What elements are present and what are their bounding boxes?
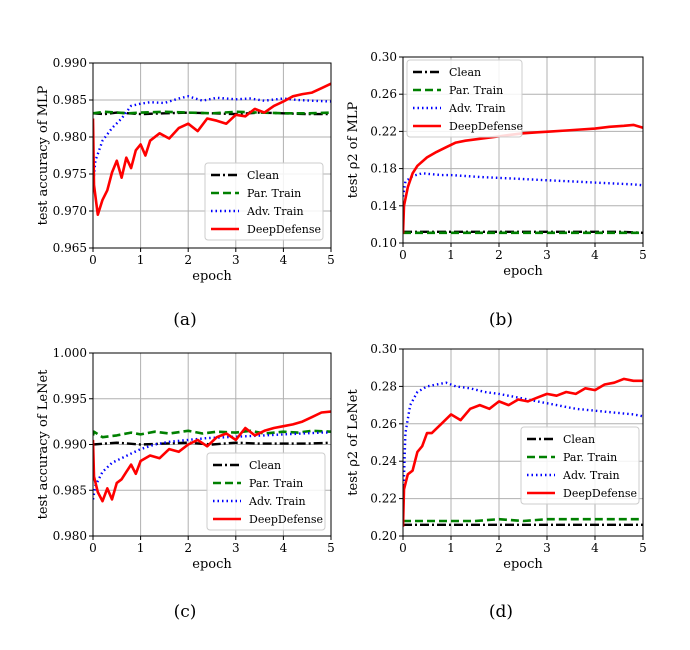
legend-box	[406, 59, 523, 138]
y-tick-label: 0.990	[53, 438, 87, 452]
legend-box	[204, 162, 324, 241]
y-tick-label: 0.975	[53, 167, 87, 181]
x-tick-label: 5	[327, 541, 335, 555]
x-tick-label: 3	[232, 253, 240, 267]
y-tick-label: 0.20	[370, 529, 397, 543]
y-tick-label: 0.10	[370, 236, 397, 250]
x-axis-label: epoch	[503, 557, 543, 572]
series-line-adv-train	[403, 381, 643, 509]
panel-caption: (b)	[489, 310, 513, 330]
panel-caption: (d)	[489, 602, 513, 622]
x-tick-label: 4	[280, 541, 288, 555]
x-tick-label: 1	[137, 253, 145, 267]
legend-label: DeepDefense	[249, 513, 323, 526]
legend-label: DeepDefense	[563, 487, 637, 500]
legend-label: DeepDefense	[449, 120, 523, 133]
legend-label: Clean	[247, 169, 279, 182]
x-tick-label: 0	[89, 253, 97, 267]
legend-label: Clean	[449, 66, 481, 79]
y-tick-label: 0.18	[370, 162, 397, 176]
x-tick-label: 4	[591, 541, 599, 555]
y-tick-label: 1.000	[53, 346, 87, 360]
y-tick-label: 0.980	[53, 529, 87, 543]
y-tick-label: 0.965	[53, 241, 87, 255]
series-line-adv-train	[93, 431, 331, 500]
legend-label: DeepDefense	[247, 223, 321, 236]
series-line-adv-train	[403, 172, 643, 197]
legend-label: Adv. Train	[248, 495, 306, 508]
x-tick-label: 1	[447, 248, 455, 262]
chart-panel-2: 0 1 2 3 4 5 0.10 0.14 0.18 0.22 0.26 0.30 epoch test …	[346, 50, 647, 330]
series-line-deepdefense	[93, 82, 331, 216]
y-tick-label: 0.30	[370, 342, 397, 356]
y-tick-label: 0.14	[370, 199, 397, 213]
y-tick-label: 0.990	[53, 56, 87, 70]
y-tick-label: 0.985	[53, 93, 87, 107]
x-tick-label: 5	[639, 541, 647, 555]
legend-label: Par. Train	[247, 187, 301, 200]
y-tick-label: 0.22	[370, 124, 397, 138]
x-tick-label: 0	[89, 541, 97, 555]
legend-label: Par. Train	[449, 84, 503, 97]
x-tick-label: 1	[447, 541, 455, 555]
y-tick-label: 0.26	[370, 87, 397, 101]
x-tick-label: 4	[280, 253, 288, 267]
legend-label: Adv. Train	[246, 205, 304, 218]
y-tick-label: 0.970	[53, 204, 87, 218]
plot-frame	[402, 56, 644, 244]
chart-panel-3: 0 1 2 3 4 5 0.980 0.985 0.990 0.995 1.000 epoch test…	[36, 346, 335, 622]
y-tick-label: 0.24	[370, 454, 397, 468]
series-line-adv-train	[93, 95, 331, 186]
chart-panel-1: 0 1 2 3 4 5 0.965 0.970 0.975 0.980 0.985 0.990 epoc…	[36, 56, 335, 330]
x-tick-label: 4	[591, 248, 599, 262]
legend-box	[520, 426, 640, 505]
series-line-deepdefense	[93, 410, 331, 503]
chart-panel-4: 0 1 2 3 4 5 0.20 0.22 0.24 0.26 0.28 0.30 epoch test …	[346, 342, 647, 622]
y-tick-label: 0.22	[370, 492, 397, 506]
x-tick-label: 2	[495, 248, 503, 262]
y-tick-label: 0.30	[370, 50, 397, 64]
y-tick-label: 0.26	[370, 417, 397, 431]
y-tick-label: 0.28	[370, 379, 397, 393]
x-tick-label: 2	[495, 541, 503, 555]
legend-label: Par. Train	[563, 451, 617, 464]
y-tick-label: 0.985	[53, 483, 87, 497]
plot-frame	[402, 348, 644, 537]
x-tick-label: 2	[184, 541, 192, 555]
x-tick-label: 1	[137, 541, 145, 555]
y-tick-label: 0.995	[53, 392, 87, 406]
legend-label: Adv. Train	[562, 469, 620, 482]
x-axis-label: epoch	[192, 557, 232, 572]
series-line-deepdefense	[403, 377, 643, 527]
x-tick-label: 0	[399, 541, 407, 555]
x-axis-label: epoch	[503, 264, 543, 279]
x-tick-label: 3	[232, 541, 240, 555]
panel-caption: (c)	[174, 602, 197, 622]
plot-frame	[92, 62, 332, 249]
x-tick-label: 3	[543, 541, 551, 555]
x-tick-label: 5	[639, 248, 647, 262]
legend-label: Adv. Train	[448, 102, 506, 115]
series-line-clean	[93, 111, 331, 116]
series-line-par-train	[93, 429, 331, 439]
x-tick-label: 5	[327, 253, 335, 267]
x-axis-label: epoch	[192, 269, 232, 284]
x-tick-label: 0	[399, 248, 407, 262]
y-axis-label: test accuracy of LeNet	[36, 369, 51, 520]
plot-frame	[92, 352, 332, 537]
y-axis-label: test ρ2 of MLP	[346, 102, 361, 199]
y-axis-label: test accuracy of MLP	[36, 85, 51, 225]
legend-box	[206, 452, 326, 531]
x-tick-label: 3	[543, 248, 551, 262]
legend-label: Clean	[249, 459, 281, 472]
y-axis-label: test ρ2 of LeNet	[346, 389, 361, 496]
series-line-par-train	[403, 517, 643, 523]
x-tick-label: 2	[184, 253, 192, 267]
panel-caption: (a)	[173, 310, 196, 330]
legend-label: Clean	[563, 433, 595, 446]
legend-label: Par. Train	[249, 477, 303, 490]
series-line-clean	[93, 441, 331, 446]
y-tick-label: 0.980	[53, 130, 87, 144]
